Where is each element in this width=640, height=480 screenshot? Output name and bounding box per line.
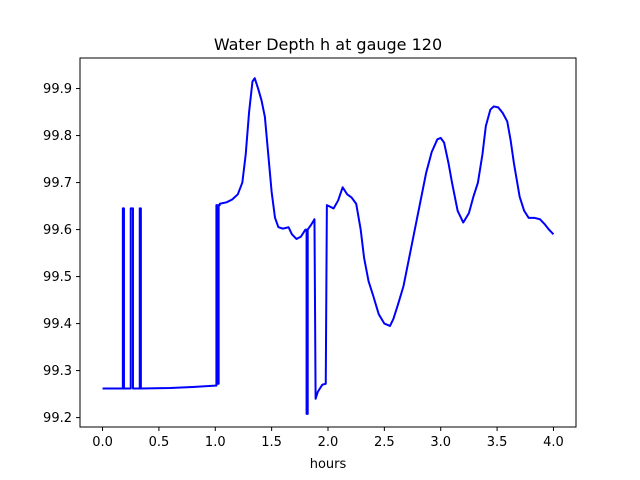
plot-area <box>79 57 577 428</box>
x-tick-label: 4.0 <box>543 435 564 450</box>
chart-title: Water Depth h at gauge 120 <box>214 35 442 54</box>
y-tick-label: 99.9 <box>43 82 72 97</box>
x-axis-label: hours <box>310 457 347 472</box>
y-tick-label: 99.7 <box>43 176 72 191</box>
axes-frame <box>79 57 577 428</box>
x-tick-label: 0.5 <box>149 435 170 450</box>
y-axis: 99.2 99.3 99.4 99.5 99.6 99.7 99.8 99.9 <box>43 82 80 426</box>
y-tick-label: 99.6 <box>43 223 72 238</box>
x-tick-label: 2.5 <box>374 435 395 450</box>
y-tick-label: 99.3 <box>43 364 72 379</box>
x-tick-label: 1.5 <box>261 435 282 450</box>
x-tick-label: 3.5 <box>487 435 508 450</box>
y-tick-label: 99.2 <box>43 411 72 426</box>
y-tick-label: 99.8 <box>43 129 72 144</box>
series-line-0 <box>102 77 555 415</box>
x-tick-label: 2.0 <box>318 435 339 450</box>
x-tick-label: 3.0 <box>430 435 451 450</box>
x-tick-label: 0.0 <box>92 435 113 450</box>
x-tick-label: 1.0 <box>205 435 226 450</box>
x-axis: 0.0 0.5 1.0 1.5 2.0 2.5 3.0 3.5 4.0 <box>92 427 564 450</box>
y-tick-label: 99.5 <box>43 270 72 285</box>
y-tick-label: 99.4 <box>43 317 72 332</box>
